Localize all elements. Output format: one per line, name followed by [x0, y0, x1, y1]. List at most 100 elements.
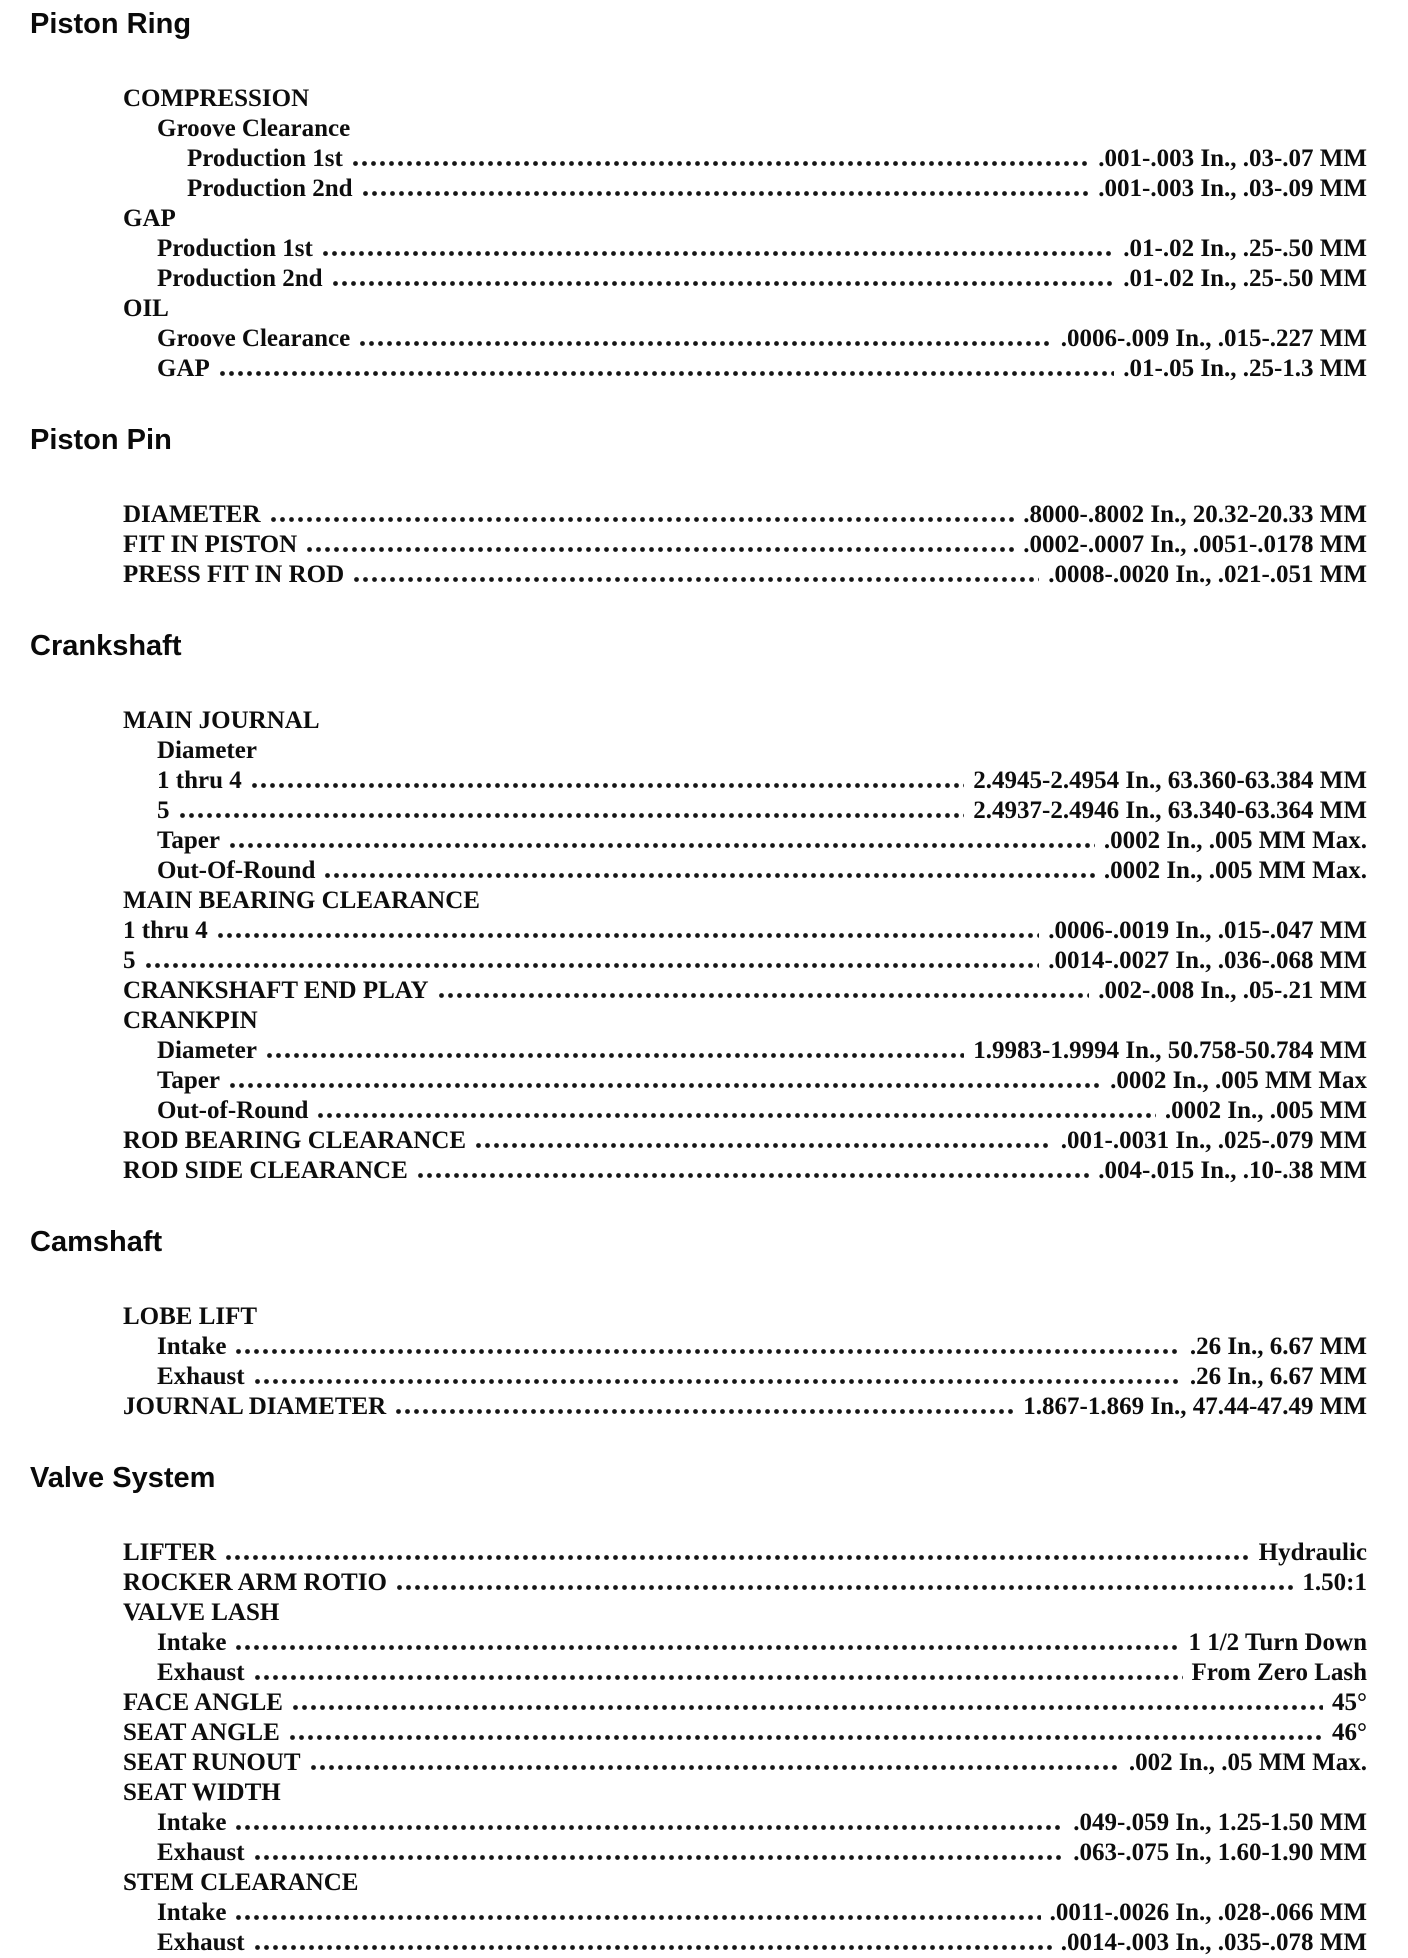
spec-row: Intake 1 1/2 Turn Down	[0, 1628, 1408, 1658]
dotted-leader	[236, 1349, 1181, 1354]
dotted-leader	[219, 371, 1115, 376]
dotted-leader	[292, 1705, 1323, 1710]
dotted-leader	[352, 161, 1090, 166]
spec-value: .0002-.0007 In., .0051-.0178 MM	[1023, 531, 1367, 558]
spec-row: OIL	[0, 294, 1408, 324]
spec-label: DIAMETER	[123, 501, 261, 528]
spec-value: .004-.015 In., .10-.38 MM	[1098, 1157, 1367, 1184]
spec-row: Out-of-Round .0002 In., .005 MM	[0, 1096, 1408, 1126]
spec-row: Groove Clearance	[0, 114, 1408, 144]
spec-row: Exhaust .063-.075 In., 1.60-1.90 MM	[0, 1838, 1408, 1868]
spec-label: Diameter	[157, 1037, 257, 1064]
spec-label: Intake	[157, 1899, 227, 1926]
spec-label: ROD BEARING CLEARANCE	[123, 1127, 467, 1154]
spec-section: Piston Ring COMPRESSION Groove Clearance…	[0, 8, 1408, 384]
spec-label: Groove Clearance	[157, 115, 351, 142]
spec-row: CRANKSHAFT END PLAY .002-.008 In., .05-.…	[0, 976, 1408, 1006]
spec-value: .049-.059 In., 1.25-1.50 MM	[1073, 1809, 1367, 1836]
spec-row: LIFTER Hydraulic	[0, 1538, 1408, 1568]
spec-label: Exhaust	[157, 1839, 245, 1866]
spec-row: Intake .26 In., 6.67 MM	[0, 1332, 1408, 1362]
spec-label: FIT IN PISTON	[123, 531, 298, 558]
spec-value: .002 In., .05 MM Max.	[1128, 1749, 1367, 1776]
spec-row: CRANKPIN	[0, 1006, 1408, 1036]
dotted-leader	[476, 1143, 1052, 1148]
spec-label: GAP	[157, 355, 210, 382]
spec-label: Exhaust	[157, 1659, 245, 1686]
spec-row: DIAMETER .8000-.8002 In., 20.32-20.33 MM	[0, 500, 1408, 530]
spec-label: JOURNAL DIAMETER	[123, 1393, 387, 1420]
spec-value: .0002 In., .005 MM Max.	[1103, 827, 1367, 854]
dotted-leader	[266, 1053, 965, 1058]
spec-section: Crankshaft MAIN JOURNAL Diameter 1 thru …	[0, 630, 1408, 1186]
spec-label: Intake	[157, 1333, 227, 1360]
spec-row: 5 .0014-.0027 In., .036-.068 MM	[0, 946, 1408, 976]
spec-label: Taper	[157, 827, 220, 854]
dotted-leader	[362, 191, 1090, 196]
dotted-leader	[396, 1585, 1294, 1590]
spec-row: SEAT WIDTH	[0, 1778, 1408, 1808]
spec-row: 1 thru 4 .0006-.0019 In., .015-.047 MM	[0, 916, 1408, 946]
dotted-leader	[229, 1083, 1102, 1088]
spec-row: Production 1st .01-.02 In., .25-.50 MM	[0, 234, 1408, 264]
spec-row: ROD BEARING CLEARANCE .001-.0031 In., .0…	[0, 1126, 1408, 1156]
spec-section: Piston Pin DIAMETER .8000-.8002 In., 20.…	[0, 424, 1408, 590]
dotted-leader	[396, 1409, 1015, 1414]
spec-row: GAP .01-.05 In., .25-1.3 MM	[0, 354, 1408, 384]
spec-label: SEAT RUNOUT	[123, 1749, 301, 1776]
dotted-leader	[254, 1855, 1065, 1860]
spec-row: COMPRESSION	[0, 84, 1408, 114]
spec-row: PRESS FIT IN ROD .0008-.0020 In., .021-.…	[0, 560, 1408, 590]
spec-label: OIL	[123, 295, 169, 322]
spec-label: 5	[123, 947, 136, 974]
spec-row: ROD SIDE CLEARANCE .004-.015 In., .10-.3…	[0, 1156, 1408, 1186]
spec-section: Valve System LIFTER Hydraulic ROCKER ARM…	[0, 1462, 1408, 1958]
spec-row: Exhaust .26 In., 6.67 MM	[0, 1362, 1408, 1392]
spec-section: Camshaft LOBE LIFT Intake .26 In., 6.67 …	[0, 1226, 1408, 1422]
spec-row: MAIN JOURNAL	[0, 706, 1408, 736]
spec-label: Production 1st	[157, 235, 313, 262]
spec-row: FACE ANGLE 45°	[0, 1688, 1408, 1718]
spec-label: SEAT WIDTH	[123, 1779, 281, 1806]
spec-row: Out-Of-Round .0002 In., .005 MM Max.	[0, 856, 1408, 886]
spec-label: Intake	[157, 1629, 227, 1656]
spec-label: Taper	[157, 1067, 220, 1094]
spec-row: Production 2nd .01-.02 In., .25-.50 MM	[0, 264, 1408, 294]
spec-label: ROCKER ARM ROTIO	[123, 1569, 387, 1596]
dotted-leader	[236, 1915, 1041, 1920]
spec-label: 5	[157, 797, 170, 824]
dotted-leader	[322, 251, 1115, 256]
section-rows: COMPRESSION Groove Clearance Production …	[0, 84, 1408, 384]
section-title: Piston Ring	[30, 8, 192, 40]
spec-value: .8000-.8002 In., 20.32-20.33 MM	[1023, 501, 1367, 528]
spec-row: Intake .049-.059 In., 1.25-1.50 MM	[0, 1808, 1408, 1838]
section-rows: DIAMETER .8000-.8002 In., 20.32-20.33 MM…	[0, 500, 1408, 590]
dotted-leader	[254, 1675, 1183, 1680]
spec-row: Exhaust From Zero Lash	[0, 1658, 1408, 1688]
spec-label: Diameter	[157, 737, 257, 764]
spec-row: MAIN BEARING CLEARANCE	[0, 886, 1408, 916]
spec-row: ROCKER ARM ROTIO 1.50:1	[0, 1568, 1408, 1598]
spec-value: Hydraulic	[1258, 1539, 1367, 1566]
spec-row: GAP	[0, 204, 1408, 234]
spec-value: .0014-.0027 In., .036-.068 MM	[1048, 947, 1367, 974]
spec-label: VALVE LASH	[123, 1599, 280, 1626]
spec-label: LIFTER	[123, 1539, 217, 1566]
dotted-leader	[360, 341, 1052, 346]
spec-label: 1 thru 4	[157, 767, 242, 794]
spec-label: Groove Clearance	[157, 325, 351, 352]
spec-value: .001-.003 In., .03-.07 MM	[1098, 145, 1367, 172]
spec-row: Taper .0002 In., .005 MM Max	[0, 1066, 1408, 1096]
section-title: Piston Pin	[30, 424, 172, 456]
section-rows: LOBE LIFT Intake .26 In., 6.67 MM Exhaus…	[0, 1302, 1408, 1422]
spec-row: Groove Clearance .0006-.009 In., .015-.2…	[0, 324, 1408, 354]
section-title: Valve System	[30, 1462, 216, 1494]
spec-value: .0011-.0026 In., .028-.066 MM	[1049, 1899, 1367, 1926]
spec-row: Taper .0002 In., .005 MM Max.	[0, 826, 1408, 856]
spec-label: STEM CLEARANCE	[123, 1869, 359, 1896]
spec-label: ROD SIDE CLEARANCE	[123, 1157, 408, 1184]
dotted-leader	[217, 933, 1040, 938]
spec-row: Diameter 1.9983-1.9994 In., 50.758-50.78…	[0, 1036, 1408, 1066]
spec-label: COMPRESSION	[123, 85, 310, 112]
